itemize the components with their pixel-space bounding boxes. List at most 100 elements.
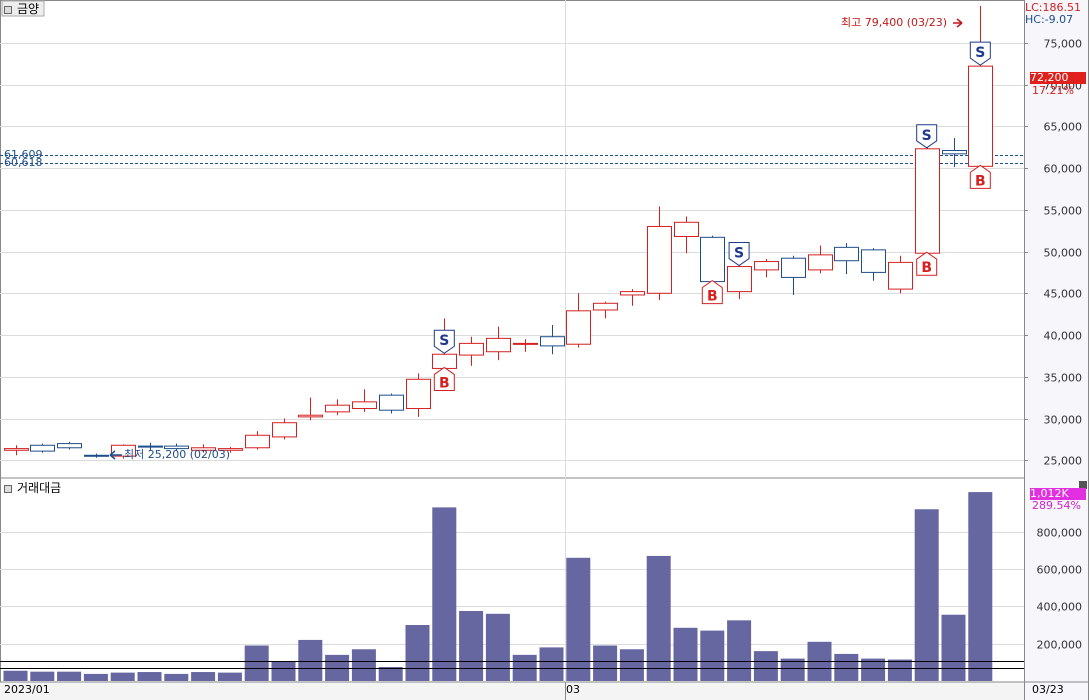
volume-bar <box>57 671 82 681</box>
price-tick-label: 60,000 <box>1044 163 1083 176</box>
buy-signal-label: B <box>707 289 718 305</box>
candle-body <box>218 448 243 451</box>
volume-tick-label: 800,000 <box>1037 527 1083 540</box>
volume-panel-title[interactable]: 거래대금 <box>4 481 61 495</box>
candle-body <box>379 394 404 411</box>
candle-body <box>57 443 82 449</box>
candle-body <box>111 444 136 457</box>
sell-signal-label: S <box>734 246 744 262</box>
volume-bar <box>539 647 564 681</box>
price-tick-label: 30,000 <box>1044 414 1083 427</box>
volume-bar <box>834 653 859 681</box>
candle-body <box>513 342 538 345</box>
candle-body <box>727 266 752 293</box>
lc-label: LC:186.51 <box>1025 1 1082 14</box>
volume-tick-label: 200,000 <box>1037 639 1083 652</box>
volume-bar <box>271 661 296 681</box>
reference-line-label-1: 61,609 <box>4 148 43 161</box>
candle-body <box>620 291 645 296</box>
candle-body <box>432 353 457 369</box>
volume-bar <box>700 630 725 681</box>
volume-bar <box>137 672 162 681</box>
candle-body <box>4 448 29 451</box>
candle-body <box>138 445 163 448</box>
volume-bar <box>83 673 108 681</box>
candle-body <box>272 422 297 438</box>
buy-signal-icon <box>916 251 938 276</box>
sell-signal-icon <box>916 124 938 149</box>
candle-body <box>700 236 725 283</box>
candle-body <box>298 414 323 418</box>
sell-signal-icon <box>728 242 750 267</box>
volume-bar <box>646 555 671 681</box>
panel-toggle-icon[interactable] <box>4 484 12 493</box>
candle-body <box>834 246 859 262</box>
volume-bar <box>941 614 966 681</box>
volume-bar <box>593 645 618 681</box>
candle-body <box>888 261 913 290</box>
high-arrow-icon <box>953 18 963 28</box>
candle-body <box>674 221 699 237</box>
volume-panel-label: 거래대금 <box>17 481 62 495</box>
price-panel-title[interactable]: 금양 <box>4 2 39 16</box>
x-axis-area <box>0 682 1024 700</box>
buy-signal-label: B <box>921 260 932 276</box>
candle-body <box>245 434 270 449</box>
stock-name: 금양 <box>17 2 40 16</box>
candle-body <box>781 257 806 278</box>
title-box <box>1 0 45 17</box>
candle-body <box>861 249 886 273</box>
candle-body <box>808 254 833 271</box>
volume-bar <box>191 672 216 681</box>
volume-bar <box>887 659 912 681</box>
volume-bar <box>780 658 805 681</box>
candle-body <box>191 447 216 451</box>
volume-bar <box>351 649 376 681</box>
candle-body <box>942 149 967 155</box>
price-tick-label: 35,000 <box>1044 372 1083 385</box>
volume-bar <box>485 613 510 681</box>
volume-panel-close-icon <box>1079 481 1087 489</box>
low-annotation: 최저 25,200 (02/03) <box>124 448 231 461</box>
panel-toggle-icon[interactable] <box>4 5 12 14</box>
price-tick-label: 65,000 <box>1044 121 1083 134</box>
buy-signal-icon <box>433 366 455 391</box>
volume-change-pct: 289.54% <box>1032 499 1081 512</box>
volume-bar <box>619 649 644 681</box>
candle-body <box>540 336 565 347</box>
volume-tick-label: 600,000 <box>1037 564 1083 577</box>
price-tick-label: 75,000 <box>1044 38 1083 51</box>
volume-bar <box>244 645 269 681</box>
price-tick-label: 40,000 <box>1044 330 1083 343</box>
price-tick-label: 45,000 <box>1044 288 1083 301</box>
volume-bar <box>378 667 403 681</box>
sell-signal-icon <box>969 41 991 66</box>
candle-body <box>915 148 940 254</box>
volume-tick-label: 400,000 <box>1037 601 1083 614</box>
y-axis-area <box>1025 0 1088 700</box>
volume-bar <box>914 509 939 681</box>
high-annotation: 최고 79,400 (03/23) <box>841 16 948 29</box>
buy-signal-label: B <box>975 173 986 189</box>
buy-signal-icon <box>701 279 723 305</box>
price-tick-label: 25,000 <box>1044 455 1083 468</box>
candle-body <box>968 65 993 167</box>
volume-bar <box>405 625 430 681</box>
candle-body <box>325 404 350 413</box>
volume-bar <box>459 611 484 681</box>
candle-body <box>566 310 591 345</box>
buy-signal-label: B <box>439 375 450 391</box>
candle-body <box>754 261 779 271</box>
volume-bar <box>753 651 778 681</box>
buy-signal-icon <box>969 164 991 189</box>
hc-label: HC:-9.07 <box>1025 13 1074 26</box>
candle-body <box>352 401 377 410</box>
volume-bar <box>110 672 135 681</box>
volume-bar <box>673 627 698 681</box>
low-arrow-icon <box>109 450 122 460</box>
volume-bar <box>217 672 242 681</box>
volume-bar <box>325 654 350 681</box>
candle-body <box>647 225 672 294</box>
